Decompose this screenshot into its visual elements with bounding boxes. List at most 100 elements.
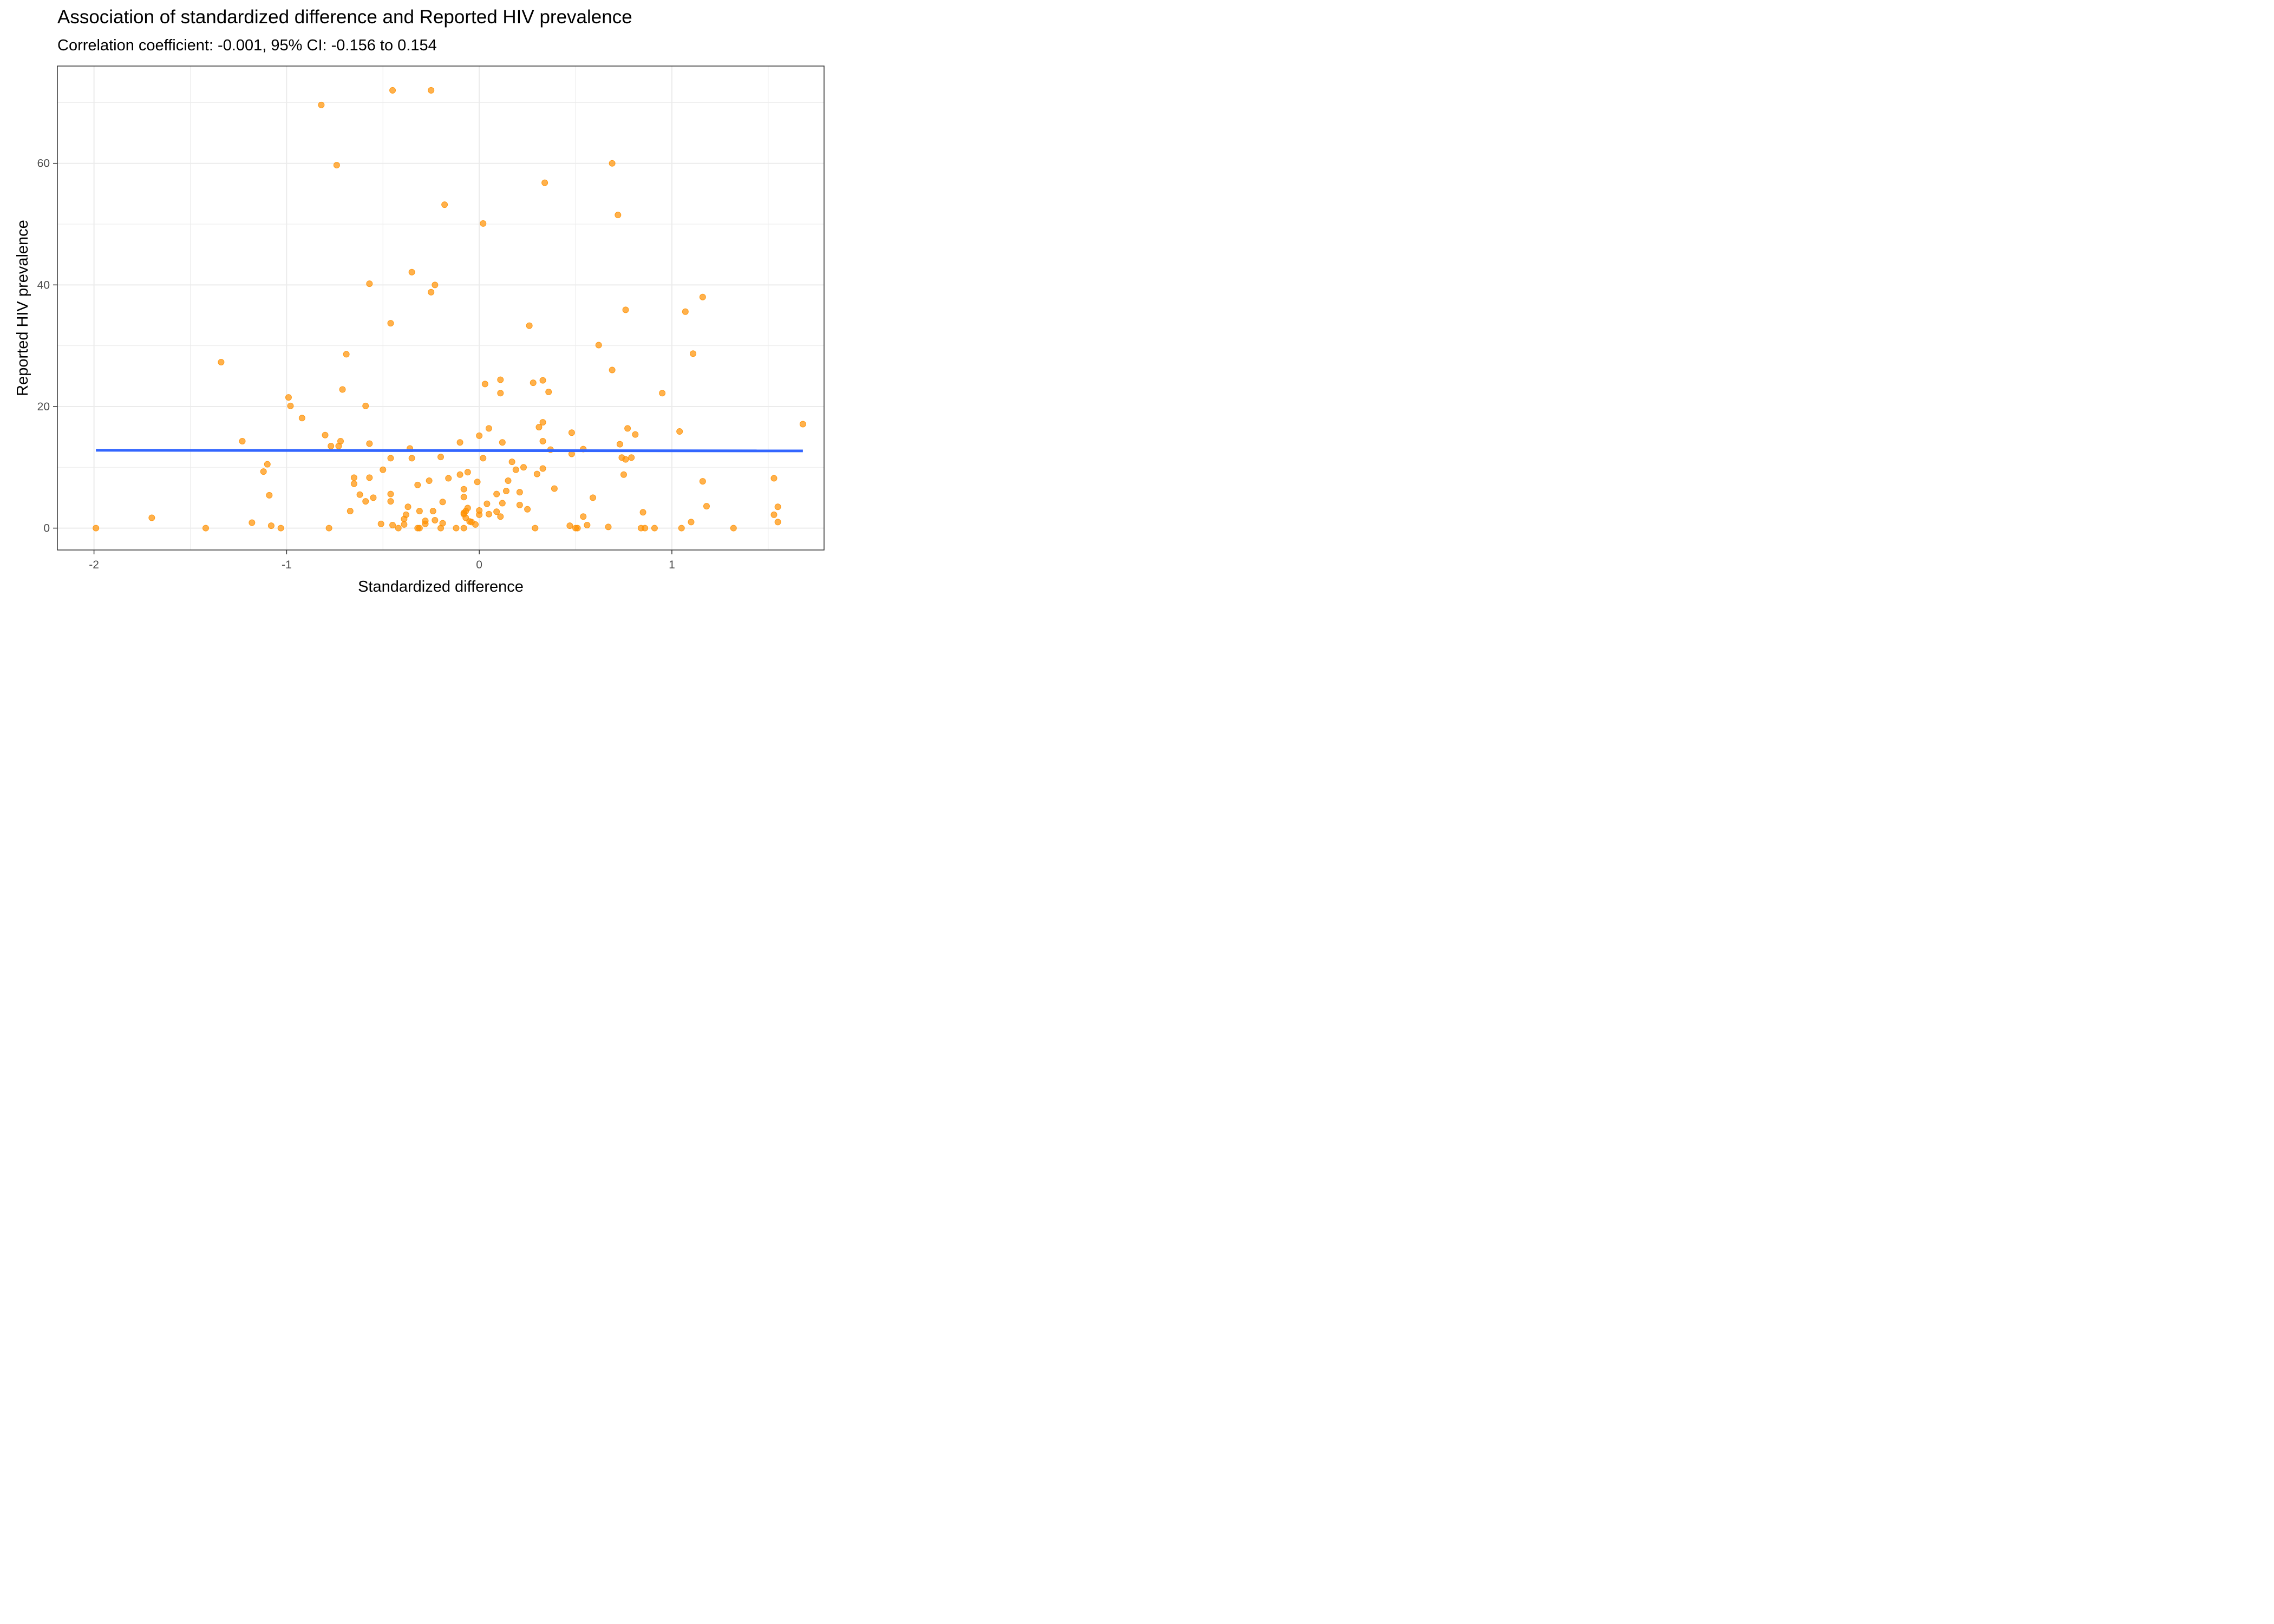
data-point [485, 425, 492, 432]
data-point [366, 280, 373, 287]
data-point [770, 511, 777, 518]
data-point [456, 471, 463, 478]
data-point [362, 498, 369, 505]
data-point [505, 477, 512, 484]
data-point [387, 455, 394, 462]
data-point [539, 465, 546, 472]
data-point [545, 388, 552, 395]
data-point [512, 466, 519, 473]
data-point [325, 525, 332, 532]
data-point [437, 454, 444, 461]
data-point [428, 289, 435, 296]
data-point [322, 431, 329, 438]
data-point [676, 428, 683, 435]
data-point [202, 525, 209, 532]
data-point [799, 421, 806, 428]
data-point [530, 379, 537, 387]
data-point [541, 179, 548, 186]
data-point [389, 521, 396, 528]
data-point [298, 415, 305, 422]
data-point [370, 494, 377, 501]
data-point [460, 486, 467, 493]
data-point [580, 513, 587, 520]
data-point [464, 469, 471, 476]
data-point [699, 478, 706, 485]
data-point [380, 466, 387, 473]
data-point [605, 523, 612, 531]
data-point [445, 475, 452, 482]
data-point [437, 525, 444, 532]
data-point [770, 475, 777, 482]
data-point [620, 471, 627, 478]
data-point [476, 432, 483, 439]
data-point [682, 308, 689, 315]
data-point [366, 474, 373, 481]
x-tick-label: 0 [476, 559, 482, 571]
data-point [609, 160, 616, 167]
y-tick-label: 20 [37, 401, 50, 413]
data-point [516, 501, 523, 508]
data-point [428, 87, 435, 94]
data-point [414, 481, 421, 488]
data-point [616, 441, 623, 448]
data-point [416, 525, 423, 532]
data-point [343, 351, 350, 358]
data-point [539, 377, 546, 384]
data-point [493, 508, 500, 515]
data-point [651, 525, 658, 532]
data-point [497, 390, 504, 397]
data-point [401, 521, 408, 528]
data-point [335, 442, 342, 449]
data-point [285, 394, 292, 401]
trend-line-group [96, 449, 803, 453]
data-point [366, 440, 373, 447]
data-point [333, 162, 340, 169]
x-tick-label: 1 [669, 559, 675, 571]
data-point [483, 500, 491, 507]
data-point [524, 506, 531, 513]
data-point [277, 525, 284, 532]
data-point [328, 442, 335, 449]
data-point [497, 513, 504, 520]
data-point [730, 525, 737, 532]
data-point [404, 503, 411, 510]
data-point [499, 500, 506, 507]
data-point [460, 525, 467, 532]
data-point [485, 510, 492, 518]
data-point [688, 519, 695, 526]
data-point [622, 306, 629, 313]
data-point [453, 525, 460, 532]
x-axis: -2 -1 0 1 [89, 550, 675, 571]
data-point [260, 468, 267, 475]
data-points [93, 87, 806, 532]
data-point [441, 201, 448, 208]
data-point [426, 477, 433, 484]
y-axis-title: Reported HIV prevalence [14, 220, 31, 396]
data-point [539, 419, 546, 426]
data-point [690, 350, 697, 357]
data-point [429, 508, 436, 515]
data-point [472, 521, 479, 528]
data-point [566, 522, 573, 529]
data-point [516, 489, 523, 496]
data-point [416, 508, 423, 515]
y-tick-label: 60 [37, 158, 50, 170]
y-tick-label: 40 [37, 279, 50, 291]
data-point [387, 498, 394, 505]
data-point [628, 454, 635, 461]
data-point [493, 490, 500, 497]
data-point [520, 464, 527, 471]
data-point [377, 520, 384, 527]
data-point [347, 508, 354, 515]
x-axis-title: Standardized difference [358, 578, 524, 595]
data-point [609, 366, 616, 374]
data-point [595, 342, 602, 349]
data-point [615, 212, 622, 219]
data-point [267, 522, 275, 529]
data-point [387, 490, 394, 497]
data-point [350, 480, 357, 487]
data-point [642, 525, 649, 532]
data-point [497, 376, 504, 383]
data-point [624, 425, 631, 432]
